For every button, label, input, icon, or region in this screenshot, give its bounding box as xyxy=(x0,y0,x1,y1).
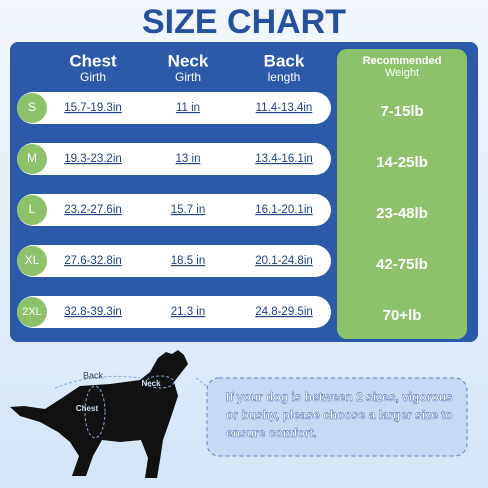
header: Recommended xyxy=(363,55,442,67)
cell: 15.7 in xyxy=(171,204,206,216)
note-line: ensure comfort. xyxy=(226,426,317,440)
cell: 11 in xyxy=(176,102,200,114)
row-pill xyxy=(17,245,331,277)
cell: 18.5 in xyxy=(171,255,206,267)
weight: 70+lb xyxy=(383,307,422,324)
cell: 15.7-19.3in xyxy=(64,102,122,114)
note-box xyxy=(206,377,468,457)
cell: 27.6-32.8in xyxy=(64,255,122,267)
size-badge xyxy=(17,297,47,327)
header: Chest xyxy=(69,51,117,70)
cell: 20.1-24.8in xyxy=(255,255,313,267)
row-pill xyxy=(17,296,331,328)
size-label: M xyxy=(27,151,37,165)
size-label: 2XL xyxy=(22,306,42,318)
dog-diagram: Back Neck Chest xyxy=(10,350,188,478)
size-badge xyxy=(17,195,47,225)
note-line: or bushy, please choose a larger size to xyxy=(226,408,453,422)
header-sub: Girth xyxy=(80,70,106,84)
header: Neck xyxy=(168,51,209,70)
header: Back xyxy=(264,51,305,70)
cell: 19.3-23.2in xyxy=(64,153,122,165)
neck-line xyxy=(145,375,175,389)
dog-silhouette xyxy=(10,350,188,478)
row-pill xyxy=(17,143,331,175)
weight: 23-48lb xyxy=(376,205,428,222)
header-sub: length xyxy=(268,70,301,84)
weight: 7-15lb xyxy=(380,103,423,120)
weight-panel xyxy=(337,49,467,339)
cell: 13 in xyxy=(176,153,201,165)
row-pill xyxy=(17,194,331,226)
weight: 42-75lb xyxy=(376,256,428,273)
cell: 16.1-20.1in xyxy=(255,204,313,216)
size-label: L xyxy=(29,202,36,216)
size-label: XL xyxy=(25,253,40,267)
title: SIZE CHART xyxy=(142,3,346,41)
size-label: S xyxy=(28,100,36,114)
cell: 23.2-27.6in xyxy=(64,204,122,216)
rows: S 15.7-19.3in 11 in 11.4-13.4in 7-15lb M 19.3-… xyxy=(17,92,428,328)
cell: 11.4-13.4in xyxy=(256,102,313,114)
cell: 24.8-29.5in xyxy=(255,306,313,318)
diagram-label: Neck xyxy=(141,379,161,388)
cell: 13.4-16.1in xyxy=(255,153,313,165)
row-pill xyxy=(17,92,331,124)
chest-line xyxy=(84,385,106,439)
note: If your dog is between 2 sizes, vigorous… xyxy=(226,390,453,440)
cell: 21.3 in xyxy=(171,306,206,318)
size-badge xyxy=(17,93,47,123)
back-line xyxy=(54,375,141,389)
diagram-label: Back xyxy=(83,370,104,380)
weight: 14-25lb xyxy=(376,154,428,171)
diagram-label: Chest xyxy=(76,404,99,413)
size-badge xyxy=(17,144,47,174)
header-sub: Girth xyxy=(175,70,201,84)
size-badge xyxy=(17,246,47,276)
cell: 32.8-39.3in xyxy=(64,306,122,318)
header-sub: Weight xyxy=(385,67,419,79)
note-line: If your dog is between 2 sizes, vigorous xyxy=(226,390,453,404)
